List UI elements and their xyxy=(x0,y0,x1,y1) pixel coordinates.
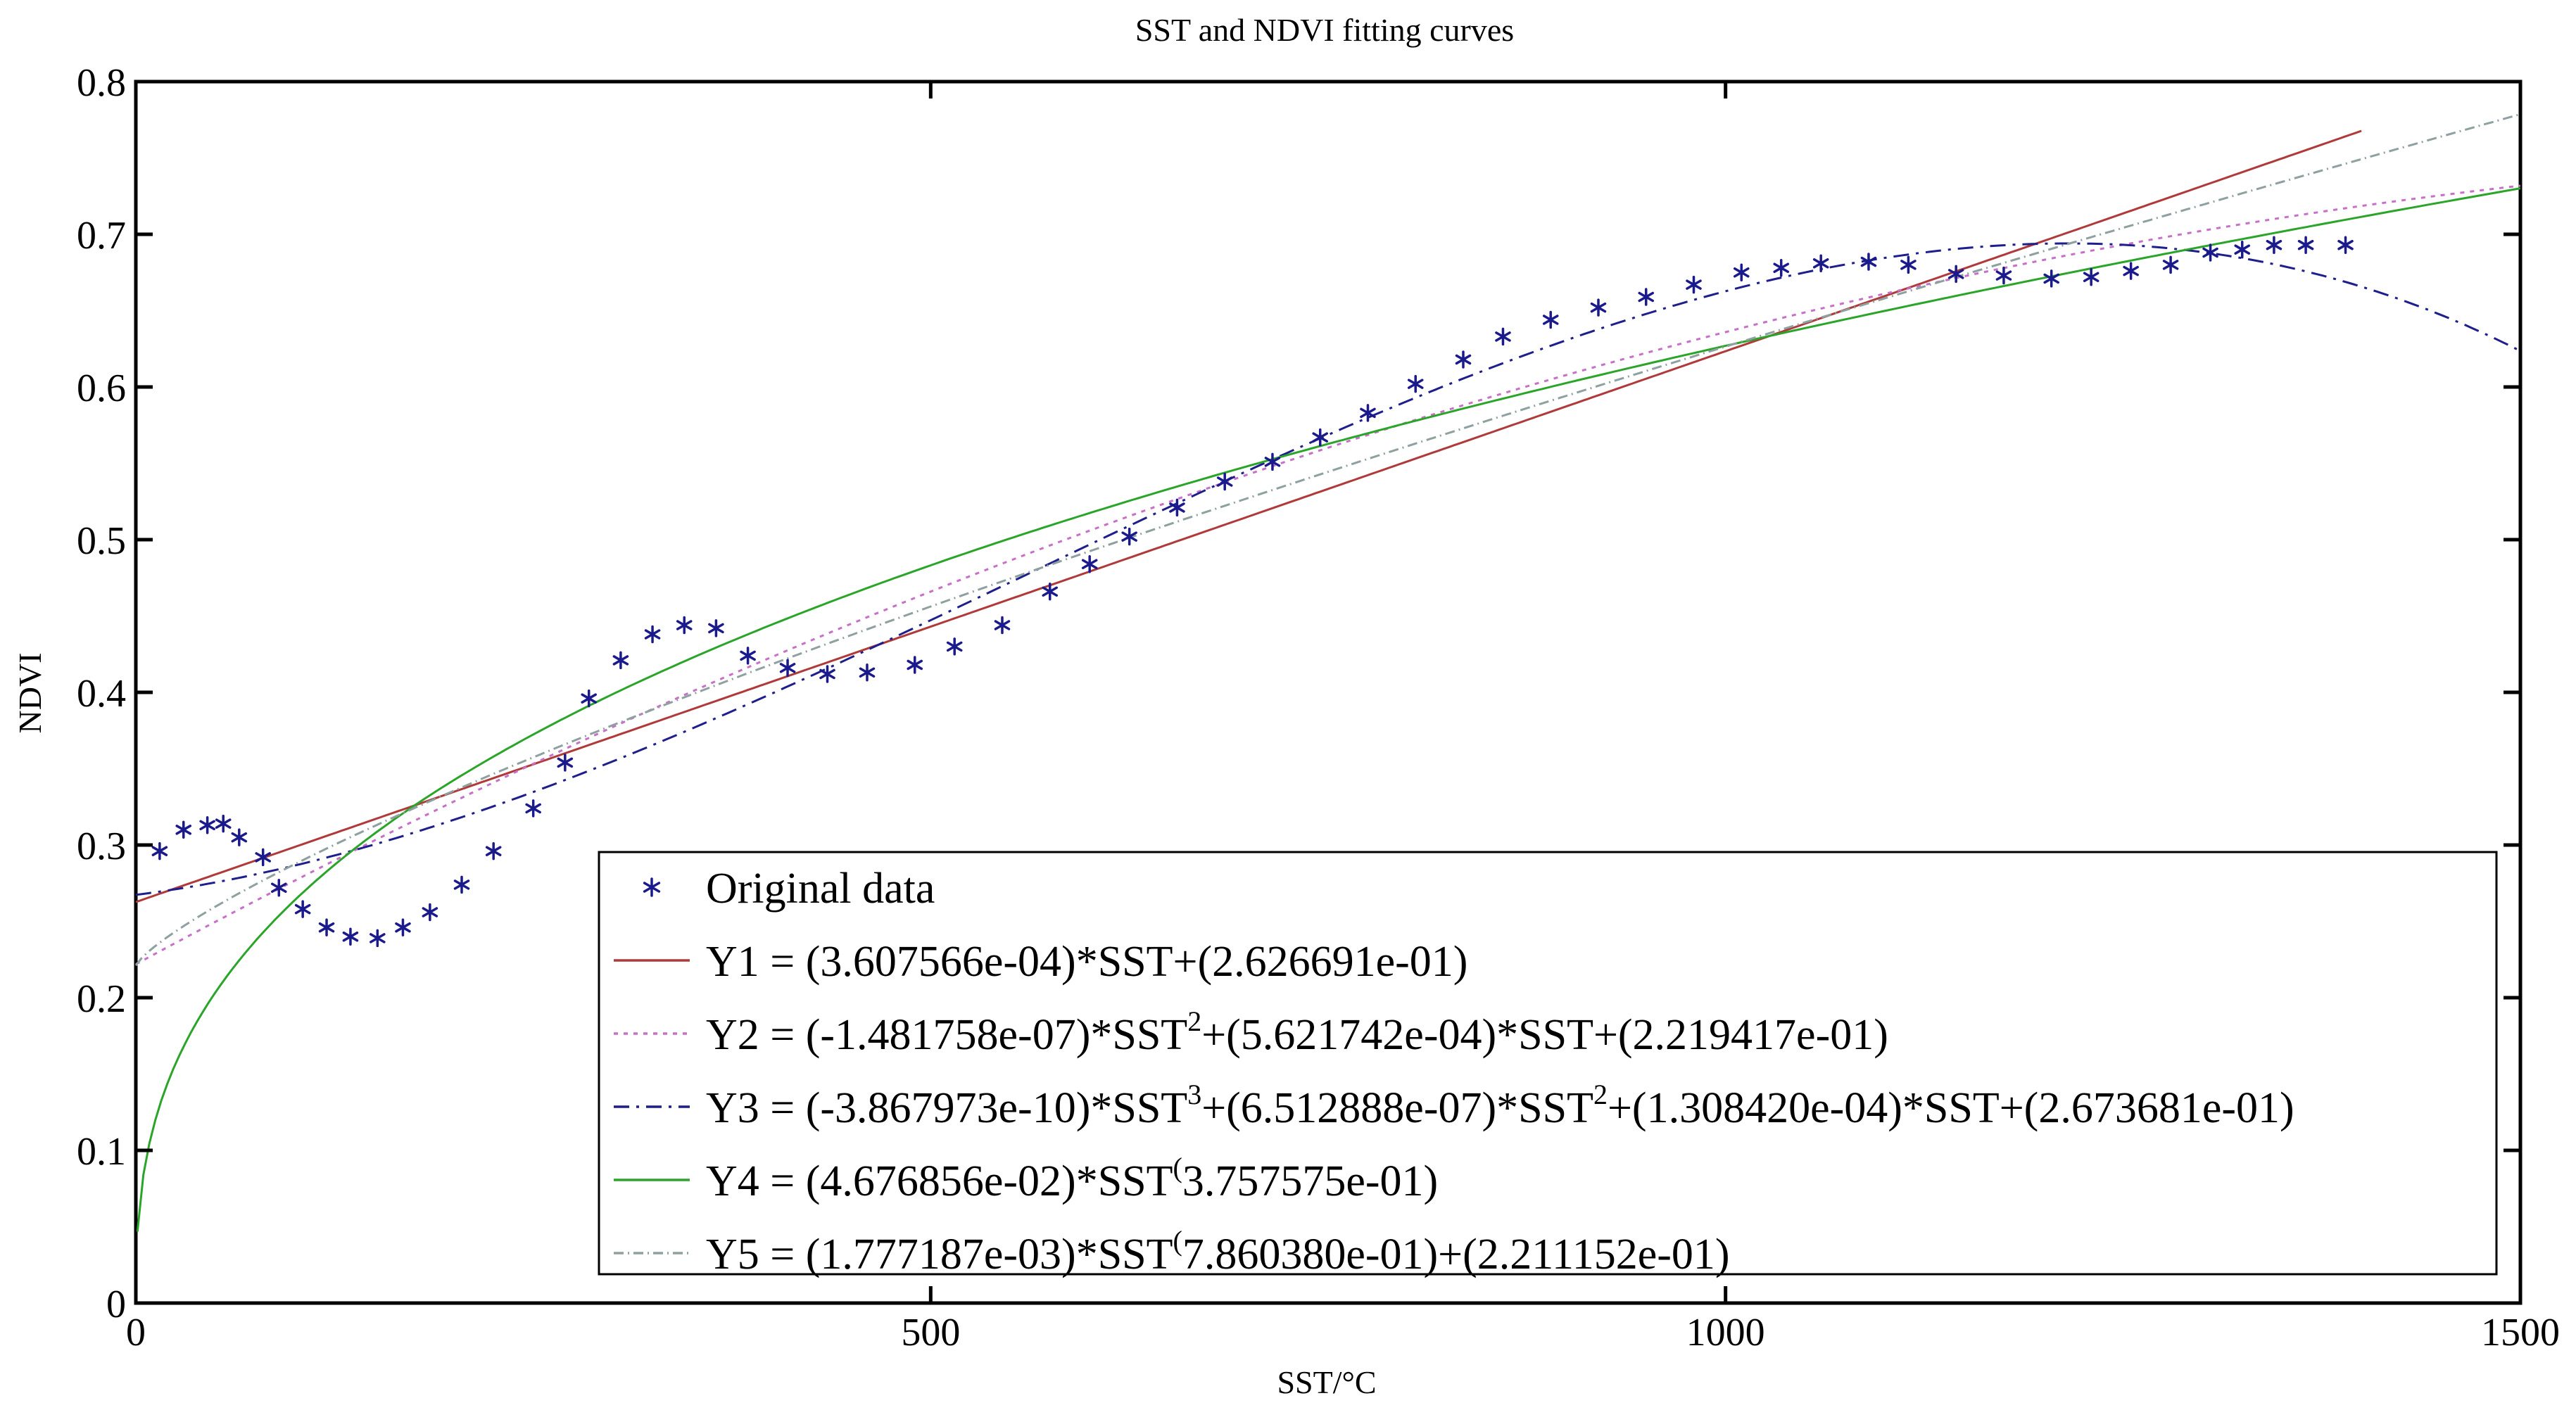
legend-label: Y4 = (4.676856e-02)*SST(3.757575e-01) xyxy=(706,1152,1438,1205)
axes: 0 500 1000 1500 0 0.1 0.2 0.3 0.4 0.5 0.6 0.7 0.8 xyxy=(77,61,2560,1354)
legend-label: Original data xyxy=(706,865,935,913)
curve-y3 xyxy=(135,242,2521,896)
data-point xyxy=(255,848,271,867)
data-point xyxy=(907,656,923,674)
y-tick-label: 0 xyxy=(106,1283,126,1326)
data-point xyxy=(2297,236,2314,254)
data-point xyxy=(525,799,541,818)
x-tick-label: 1000 xyxy=(1686,1311,1765,1354)
data-point xyxy=(1264,452,1281,471)
data-point xyxy=(2083,268,2100,286)
data-point xyxy=(2234,240,2251,259)
curve-y4 xyxy=(136,187,2521,1232)
data-point xyxy=(1216,472,1233,491)
y-axis-label: NDVI xyxy=(12,653,48,734)
data-point xyxy=(2266,236,2283,254)
y-tick-label: 0.7 xyxy=(77,214,126,258)
data-point xyxy=(485,841,502,860)
data-point xyxy=(859,663,876,682)
data-point xyxy=(1773,258,1789,277)
curve-y1 xyxy=(135,129,2362,903)
data-point xyxy=(1169,498,1185,517)
y-tick-label: 0.1 xyxy=(77,1130,126,1174)
data-point xyxy=(453,875,470,894)
data-point xyxy=(740,647,756,665)
data-point xyxy=(557,754,574,772)
legend-label: Y1 = (3.607566e-04)*SST+(2.626691e-01) xyxy=(706,938,1467,986)
data-point xyxy=(946,637,963,656)
y-tick-label: 0.5 xyxy=(77,519,126,563)
legend-marker xyxy=(643,877,661,897)
legend-item-y1: Y1 = (3.607566e-04)*SST+(2.626691e-01) xyxy=(614,938,1467,986)
data-point xyxy=(422,903,438,922)
data-point xyxy=(271,879,287,897)
data-point xyxy=(1900,255,1917,274)
legend-item-y4: Y4 = (4.676856e-02)*SST(3.757575e-01) xyxy=(614,1152,1438,1205)
data-point xyxy=(1995,266,2012,285)
data-point xyxy=(175,820,192,839)
data-point xyxy=(2202,243,2218,262)
data-point xyxy=(2337,236,2354,254)
data-point xyxy=(151,841,168,860)
data-point xyxy=(1638,288,1655,306)
data-point xyxy=(612,651,629,670)
data-point xyxy=(708,619,724,637)
y-tick-label: 0.2 xyxy=(77,977,126,1021)
y-tick-label: 0.8 xyxy=(77,61,126,105)
data-point xyxy=(819,665,835,683)
data-point xyxy=(1686,275,1702,294)
chart-title: SST and NDVI fitting curves xyxy=(1135,12,1514,48)
data-point xyxy=(2123,262,2139,280)
data-point xyxy=(294,900,311,918)
data-point xyxy=(1081,554,1098,573)
x-tick-label: 0 xyxy=(126,1311,146,1354)
legend-label: Y3 = (-3.867973e-10)*SST3+(6.512888e-07)… xyxy=(706,1079,2294,1132)
x-tick-label: 1500 xyxy=(2481,1311,2560,1354)
data-point xyxy=(1812,254,1829,272)
data-point xyxy=(1495,327,1511,346)
data-point xyxy=(581,689,597,708)
data-point xyxy=(1947,265,1964,284)
y-tick-label: 0.6 xyxy=(77,367,126,410)
legend-item-y3: Y3 = (-3.867973e-10)*SST3+(6.512888e-07)… xyxy=(614,1079,2294,1132)
data-point xyxy=(199,816,215,834)
data-point xyxy=(370,929,386,948)
data-point xyxy=(1733,263,1750,281)
data-point xyxy=(231,828,248,846)
data-point xyxy=(318,918,335,936)
data-point xyxy=(1407,374,1424,393)
fit-curves xyxy=(134,113,2521,1232)
data-point xyxy=(2162,255,2179,274)
legend-item-y2: Y2 = (-1.481758e-07)*SST2+(5.621742e-04)… xyxy=(614,1005,1888,1059)
data-point xyxy=(1542,310,1559,329)
data-point xyxy=(1042,583,1059,601)
data-point xyxy=(644,625,661,644)
data-point xyxy=(2043,269,2059,288)
data-point xyxy=(676,616,693,635)
data-point xyxy=(1121,527,1137,546)
data-point xyxy=(395,918,411,936)
data-point xyxy=(342,927,359,946)
data-point xyxy=(779,659,796,678)
data-point xyxy=(1590,298,1607,317)
data-point xyxy=(1312,428,1328,447)
data-point xyxy=(1860,253,1877,271)
legend-item-y5: Y5 = (1.777187e-03)*SST(7.860380e-01)+(2… xyxy=(614,1225,1730,1278)
legend: Original data Y1 = (3.607566e-04)*SST+(2.… xyxy=(598,851,2498,1278)
data-point xyxy=(994,616,1011,635)
legend-label: Y5 = (1.777187e-03)*SST(7.860380e-01)+(2… xyxy=(706,1225,1730,1278)
data-point xyxy=(1360,404,1376,422)
data-point xyxy=(215,814,232,833)
x-axis-label: SST/°C xyxy=(1277,1364,1376,1400)
original-data-points xyxy=(151,236,2354,948)
x-tick-label: 500 xyxy=(901,1311,960,1354)
legend-item-original-data: Original data xyxy=(643,865,935,913)
curve-y5 xyxy=(134,113,2521,967)
y-tick-label: 0.4 xyxy=(77,672,126,716)
data-point xyxy=(1455,350,1472,369)
legend-label: Y2 = (-1.481758e-07)*SST2+(5.621742e-04)… xyxy=(706,1005,1888,1059)
y-tick-label: 0.3 xyxy=(77,825,126,868)
legend-box xyxy=(598,851,2498,1276)
